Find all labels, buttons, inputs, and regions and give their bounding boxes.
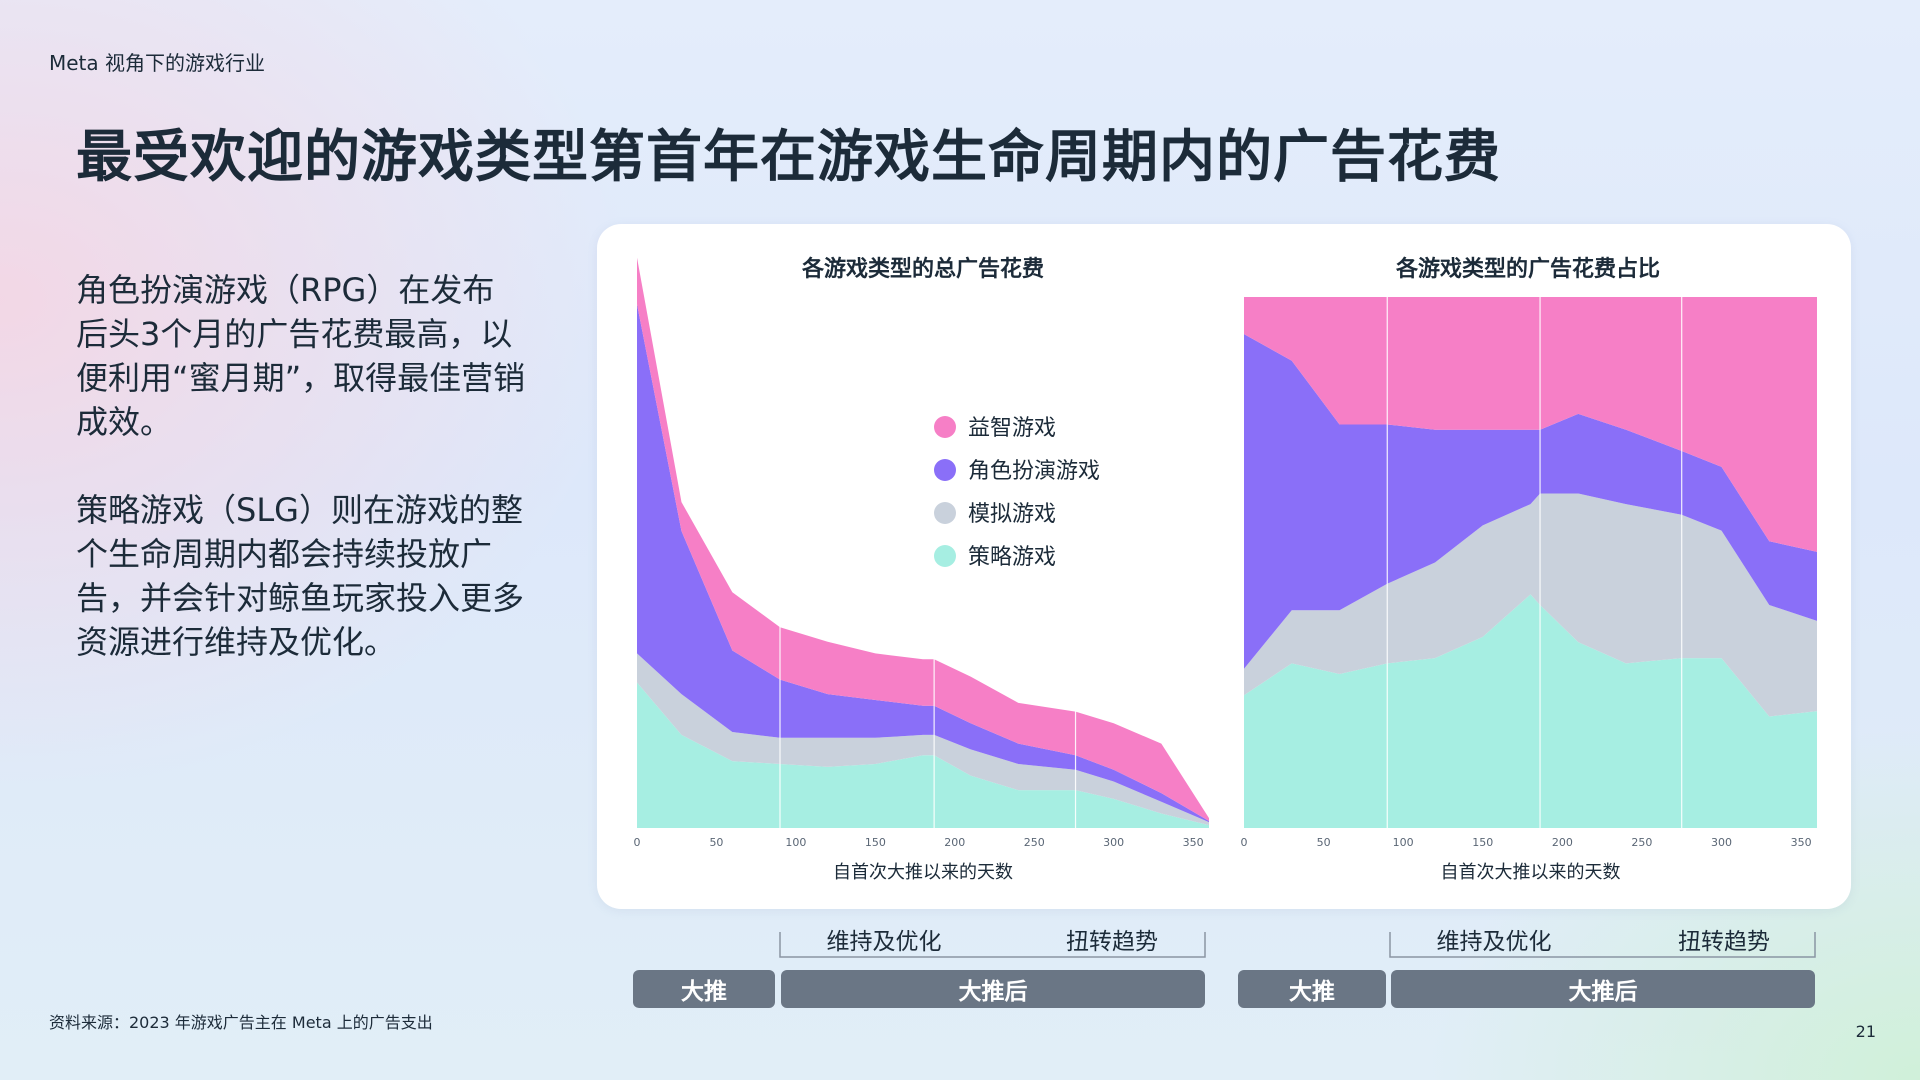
bracket-right-maintain: 维持及优化 [1437, 929, 1552, 955]
area-simulation-chart-1 [637, 653, 1209, 826]
legend-label-strategy: 策略游戏 [968, 545, 1056, 570]
bracket-line-right [1389, 932, 1816, 958]
page-number: 21 [1855, 1022, 1876, 1041]
legend-label-simulation: 模拟游戏 [968, 502, 1056, 527]
x-tick-label: 0 [634, 836, 641, 849]
chart-canvas: 各游戏类型的总广告花费 0 50 100 150 200 250 300 350 自首次大推以来的… [634, 246, 1817, 883]
x-tick-label: 100 [785, 836, 806, 849]
section-kicker: Meta 视角下的游戏行业 [49, 51, 266, 75]
x-tick-label: 100 [1393, 836, 1414, 849]
x-axis-label-2: 自首次大推以来的天数 [1441, 862, 1621, 883]
page-title: 最受欢迎的游戏类型第首年在游戏生命周期内的广告花费 [76, 125, 1501, 190]
x-tick-label: 350 [1791, 836, 1812, 849]
x-tick-label: 50 [709, 836, 723, 849]
paragraph-slg: 策略游戏（SLG）则在游戏的整个生命周期内都会持续投放广告，并会针对鲸鱼玩家投入… [76, 491, 525, 661]
x-tick-label: 0 [1241, 836, 1248, 849]
bracket-right-reverse: 扭转趋势 [1678, 929, 1770, 955]
legend-label-rpg: 角色扮演游戏 [968, 459, 1100, 484]
area-rpg-chart-2 [1244, 334, 1817, 669]
legend-label-puzzle: 益智游戏 [968, 416, 1056, 441]
x-tick-label: 250 [1024, 836, 1045, 849]
legend-swatch-puzzle [934, 416, 956, 438]
legend-swatch-rpg [934, 459, 956, 481]
area-puzzle-chart-1 [637, 257, 1209, 822]
bracket-left-maintain: 维持及优化 [827, 929, 942, 955]
chart-title-1: 各游戏类型的总广告花费 [801, 256, 1044, 282]
chart-title-2: 各游戏类型的广告花费占比 [1395, 256, 1660, 282]
x-tick-label: 300 [1711, 836, 1732, 849]
x-tick-label: 150 [865, 836, 886, 849]
chart-card: 各游戏类型的总广告花费 0 50 100 150 200 250 300 350 自首次大推以来的… [597, 224, 1851, 909]
phase-push-left: 大推 [633, 970, 775, 1008]
phase-after-left: 大推后 [781, 970, 1205, 1008]
bracket-left-reverse: 扭转趋势 [1066, 929, 1158, 955]
phase-after-right: 大推后 [1391, 970, 1815, 1008]
legend-swatch-strategy [934, 545, 956, 567]
x-tick-label: 200 [1552, 836, 1573, 849]
x-tick-label: 50 [1317, 836, 1331, 849]
bracket-line-left [779, 932, 1206, 958]
x-tick-label: 200 [944, 836, 965, 849]
legend-swatch-simulation [934, 502, 956, 524]
x-tick-label: 300 [1103, 836, 1124, 849]
x-tick-label: 350 [1183, 836, 1204, 849]
x-tick-label: 150 [1472, 836, 1493, 849]
x-tick-label: 250 [1631, 836, 1652, 849]
source-note: 资料来源：2023 年游戏广告主在 Meta 上的广告支出 [49, 1013, 433, 1032]
paragraph-rpg: 角色扮演游戏（RPG）在发布后头3个月的广告花费最高，以便利用“蜜月期”，取得最… [76, 271, 526, 441]
phase-push-right: 大推 [1238, 970, 1386, 1008]
body-text: 角色扮演游戏（RPG）在发布后头3个月的广告花费最高，以便利用“蜜月期”，取得最… [76, 268, 526, 708]
x-axis-label-1: 自首次大推以来的天数 [833, 862, 1013, 883]
